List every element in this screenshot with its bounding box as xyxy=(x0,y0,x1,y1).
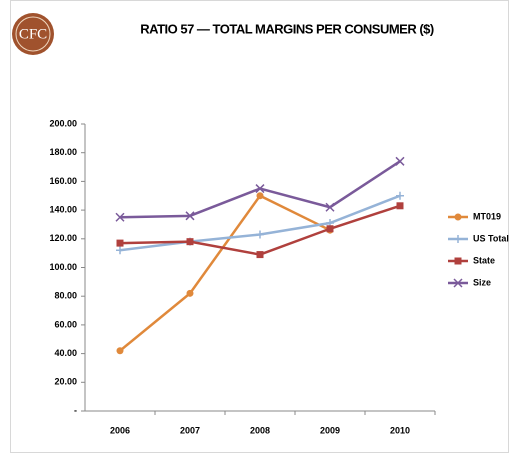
data-point xyxy=(186,238,194,246)
data-point xyxy=(186,289,194,297)
y-tick-label: 100.00 xyxy=(49,262,77,272)
legend-label: Size xyxy=(473,277,491,287)
y-tick-label: 200.00 xyxy=(49,118,77,128)
data-point xyxy=(255,184,265,194)
y-tick-label: 120.00 xyxy=(49,233,77,243)
logo-text: CFC xyxy=(19,26,47,42)
legend-marker xyxy=(454,235,462,243)
data-point xyxy=(396,191,404,200)
logo-ring xyxy=(15,16,51,52)
data-point xyxy=(115,212,125,222)
chart-title: RATIO 57 — TOTAL MARGINS PER CONSUMER ($… xyxy=(140,21,434,36)
data-point xyxy=(396,202,404,210)
data-point xyxy=(256,192,264,200)
x-tick-label: 2006 xyxy=(110,425,130,435)
y-tick-label: 80.00 xyxy=(54,291,77,301)
y-tick-label: 140.00 xyxy=(49,204,77,214)
y-tick-label: - xyxy=(74,405,77,415)
y-tick-label: 60.00 xyxy=(54,319,77,329)
y-tick-label: 160.00 xyxy=(49,176,77,186)
x-tick-label: 2010 xyxy=(390,425,410,435)
legend-marker xyxy=(454,257,462,265)
data-point xyxy=(256,230,264,239)
data-point xyxy=(116,239,124,247)
y-tick-label: 40.00 xyxy=(54,348,77,358)
legend-label: US Total xyxy=(473,233,509,243)
y-tick-label: 180.00 xyxy=(49,147,77,157)
x-tick-label: 2009 xyxy=(320,425,340,435)
x-tick-label: 2007 xyxy=(180,425,200,435)
legend-label: State xyxy=(473,255,495,265)
legend-marker xyxy=(454,213,462,221)
data-point xyxy=(116,246,124,255)
y-tick-label: 20.00 xyxy=(54,377,77,387)
legend-marker xyxy=(453,278,463,288)
data-point xyxy=(325,202,335,212)
data-point xyxy=(256,251,264,259)
data-point xyxy=(185,211,195,221)
data-point xyxy=(116,347,124,355)
logo-circle xyxy=(12,13,54,55)
series-line xyxy=(119,194,331,352)
legend-label: MT019 xyxy=(473,211,501,221)
x-tick-label: 2008 xyxy=(250,425,270,435)
data-point xyxy=(395,156,405,166)
data-point xyxy=(326,225,334,233)
